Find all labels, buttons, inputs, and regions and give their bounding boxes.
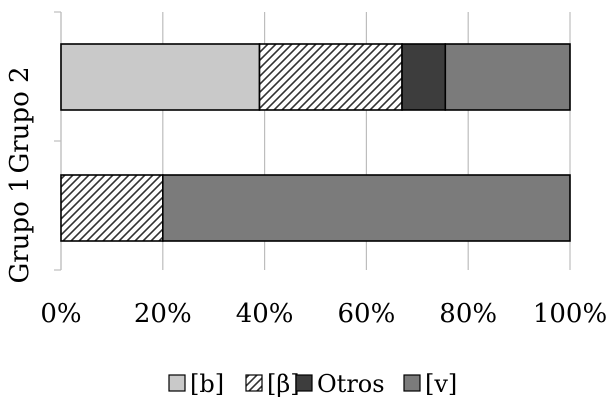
bar-segment — [258, 43, 403, 111]
y-category-label: Grupo 1 — [5, 176, 35, 283]
legend-swatch — [403, 374, 421, 392]
bar-segment — [60, 43, 261, 111]
bar-segment — [60, 174, 164, 242]
x-tick-label: 0% — [40, 299, 81, 329]
x-tick-label: 80% — [439, 299, 497, 329]
y-category-label: Grupo 2 — [5, 66, 35, 173]
legend-swatch — [295, 374, 313, 392]
legend-label: Otros — [317, 370, 385, 398]
legend-swatch — [168, 374, 186, 392]
legend-label: [v] — [425, 370, 457, 398]
x-tick-label: 40% — [236, 299, 294, 329]
x-tick-label: 60% — [338, 299, 396, 329]
bar-segment — [162, 174, 571, 242]
legend-swatch — [245, 374, 263, 392]
legend-label: [β] — [267, 370, 300, 398]
x-tick-label: 20% — [134, 299, 192, 329]
x-tick-label: 100% — [533, 299, 606, 329]
bar-segment — [444, 43, 571, 111]
axis — [54, 11, 62, 271]
bar-segment — [401, 43, 447, 111]
bars — [60, 43, 571, 242]
legend-label: [b] — [190, 370, 224, 398]
legend: [b] [β] Otros [v] — [168, 370, 457, 398]
